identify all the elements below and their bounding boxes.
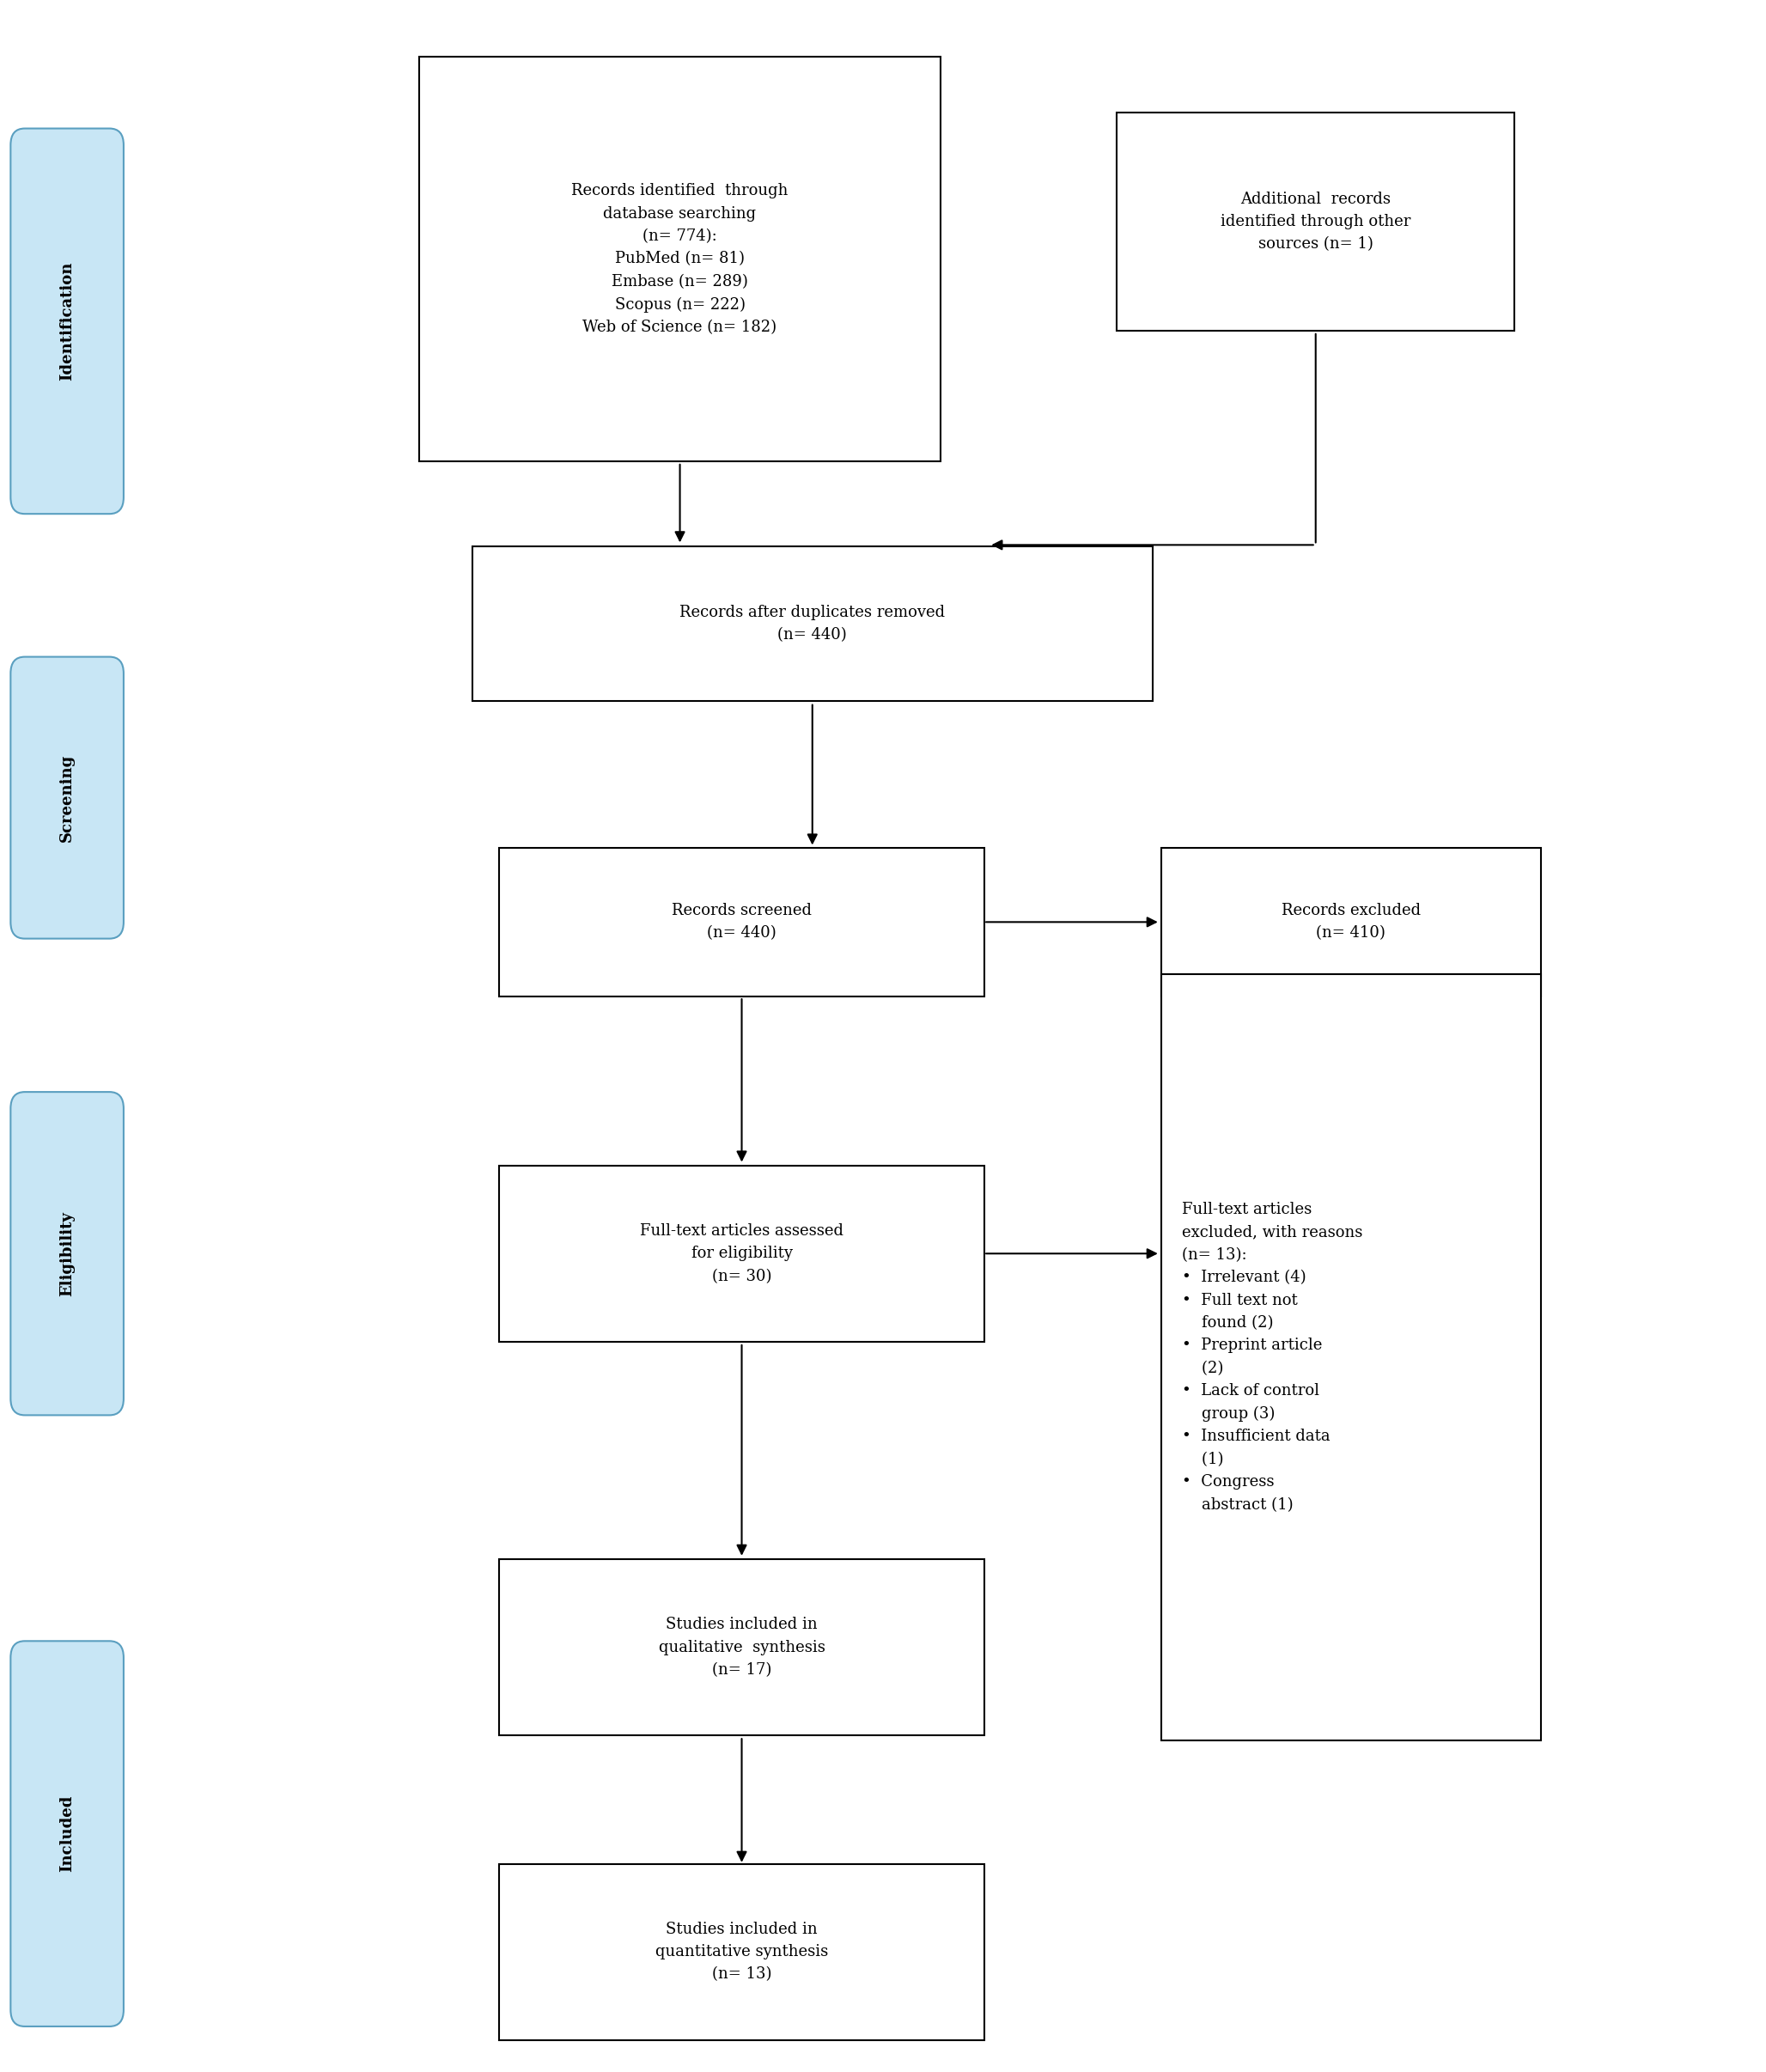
Text: Records identified  through
database searching
(n= 774):
PubMed (n= 81)
Embase (: Records identified through database sear… (572, 182, 788, 336)
Text: Records after duplicates removed
(n= 440): Records after duplicates removed (n= 440… (680, 605, 945, 642)
FancyBboxPatch shape (11, 128, 124, 514)
Text: Included: Included (60, 1794, 74, 1873)
FancyBboxPatch shape (420, 58, 940, 462)
Text: Additional  records
identified through other
sources (n= 1): Additional records identified through ot… (1220, 191, 1411, 253)
FancyBboxPatch shape (11, 657, 124, 939)
Text: Studies included in
qualitative  synthesis
(n= 17): Studies included in qualitative synthesi… (659, 1616, 825, 1678)
FancyBboxPatch shape (498, 847, 985, 997)
Text: Identification: Identification (60, 261, 74, 381)
FancyBboxPatch shape (1162, 974, 1540, 1740)
Text: Screening: Screening (60, 754, 74, 841)
Text: Eligibility: Eligibility (60, 1212, 74, 1295)
FancyBboxPatch shape (1162, 847, 1540, 997)
Text: Records excluded
(n= 410): Records excluded (n= 410) (1282, 903, 1420, 941)
FancyBboxPatch shape (473, 547, 1153, 700)
FancyBboxPatch shape (498, 1558, 985, 1736)
Text: Studies included in
quantitative synthesis
(n= 13): Studies included in quantitative synthes… (655, 1921, 828, 1983)
FancyBboxPatch shape (11, 1641, 124, 2026)
Text: Records screened
(n= 440): Records screened (n= 440) (671, 903, 812, 941)
Text: Full-text articles
excluded, with reasons
(n= 13):
•  Irrelevant (4)
•  Full tex: Full-text articles excluded, with reason… (1183, 1202, 1363, 1513)
Text: Full-text articles assessed
for eligibility
(n= 30): Full-text articles assessed for eligibil… (639, 1222, 844, 1285)
FancyBboxPatch shape (1116, 114, 1513, 329)
FancyBboxPatch shape (11, 1092, 124, 1415)
FancyBboxPatch shape (498, 1164, 985, 1343)
FancyBboxPatch shape (498, 1865, 985, 2039)
